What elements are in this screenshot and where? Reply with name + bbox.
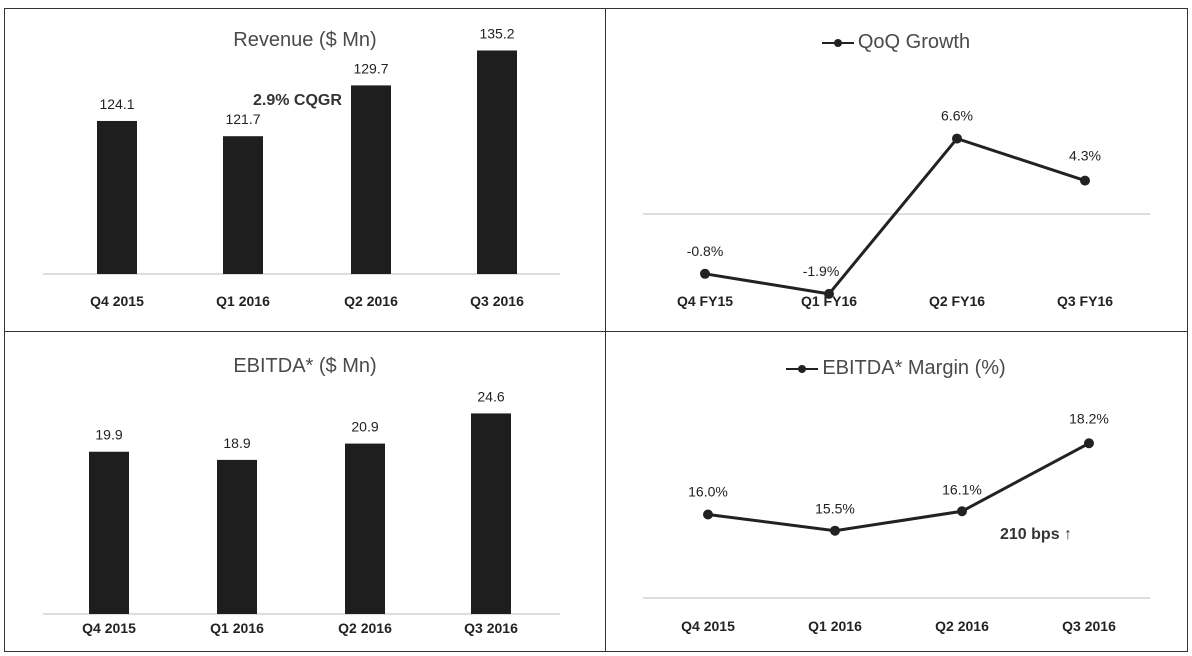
bar	[223, 136, 263, 274]
x-tick-label: Q4 FY15	[677, 293, 733, 309]
revenue-chart-title: Revenue ($ Mn)	[233, 29, 377, 51]
bar	[477, 50, 517, 275]
legend-line-marker-icon	[786, 364, 819, 373]
x-tick-label: Q3 2016	[470, 293, 524, 309]
x-tick-label: Q1 2016	[210, 620, 264, 636]
qoq-growth-legend: QoQ Growth	[605, 31, 1187, 54]
data-point	[1080, 175, 1090, 186]
x-tick-label: Q2 2016	[344, 293, 398, 309]
data-label: 18.9	[223, 435, 250, 451]
series-line	[704, 136, 1086, 296]
data-label: 4.3%	[1069, 148, 1101, 164]
data-label: 24.6	[477, 388, 504, 404]
x-tick-label: Q2 2016	[935, 618, 989, 634]
ebitda-margin-chart-panel: EBITDA* Margin (%) 210 bps ↑ 16.0% Q4 201…	[605, 331, 1188, 652]
data-label: 6.6%	[941, 108, 973, 124]
revenue-cqgr-annotation: 2.9% CQGR	[253, 92, 342, 109]
qoq-growth-line-chart: -0.8% Q4 FY15 -1.9% Q1 FY16 6.6% Q2 FY16 4.3% Q…	[643, 108, 1150, 309]
ebitda-margin-legend: EBITDA* Margin (%)	[605, 357, 1187, 380]
revenue-chart-panel: Revenue ($ Mn) 2.9% CQGR 124.1 Q4 2015 121…	[4, 8, 606, 332]
data-label: 124.1	[99, 96, 134, 112]
qoq-growth-chart-panel: QoQ Growth -0.8% Q4 FY15 -1.9% Q1 FY16 6.6% Q…	[605, 8, 1188, 332]
data-label: 15.5%	[815, 501, 855, 517]
data-label: 16.1%	[942, 481, 982, 497]
data-label: 16.0%	[688, 484, 728, 500]
x-tick-label: Q4 2015	[90, 293, 144, 309]
data-point	[700, 268, 710, 279]
data-point	[830, 525, 840, 536]
data-label: -1.9%	[803, 263, 840, 279]
margin-bps-annotation: 210 bps ↑	[1000, 526, 1073, 543]
x-tick-label: Q1 2016	[808, 618, 862, 634]
bar	[97, 120, 137, 274]
data-label: 135.2	[479, 25, 514, 41]
bar	[345, 443, 385, 614]
x-tick-label: Q3 2016	[1062, 618, 1116, 634]
revenue-bar-chart: 124.1 Q4 2015 121.7 Q1 2016 129.7 Q2 2016 135.…	[43, 25, 560, 309]
x-tick-label: Q1 FY16	[801, 293, 857, 309]
data-point	[703, 509, 713, 520]
ebitda-chart-title: EBITDA* ($ Mn)	[233, 355, 377, 377]
bar	[351, 85, 391, 274]
series-line	[707, 441, 1090, 533]
x-tick-label: Q4 2015	[681, 618, 735, 634]
data-label: 19.9	[95, 427, 122, 443]
data-label: 121.7	[225, 111, 260, 127]
ebitda-chart-panel: EBITDA* ($ Mn) 19.9 Q4 2015 18.9 Q1 2016 20.…	[4, 331, 606, 652]
x-tick-label: Q2 2016	[338, 620, 392, 636]
ebitda-margin-legend-label: EBITDA* Margin (%)	[822, 357, 1006, 379]
bar	[217, 459, 257, 614]
data-label: 129.7	[353, 60, 388, 76]
qoq-growth-legend-label: QoQ Growth	[857, 31, 971, 53]
data-label: 18.2%	[1069, 410, 1109, 426]
data-point	[957, 506, 967, 517]
data-point	[824, 288, 834, 299]
ebitda-margin-line-chart: 16.0% Q4 2015 15.5% Q1 2016 16.1% Q2 2016 18.2…	[643, 410, 1150, 634]
x-tick-label: Q3 2016	[464, 620, 518, 636]
data-label: -0.8%	[687, 243, 724, 259]
x-tick-label: Q1 2016	[216, 293, 270, 309]
data-point	[952, 133, 962, 144]
data-label: 20.9	[351, 419, 378, 435]
x-tick-label: Q4 2015	[82, 620, 136, 636]
ebitda-bar-chart: 19.9 Q4 2015 18.9 Q1 2016 20.9 Q2 2016 24.6 Q3 …	[43, 388, 560, 636]
x-tick-label: Q2 FY16	[929, 293, 985, 309]
x-tick-label: Q3 FY16	[1057, 293, 1113, 309]
bar	[89, 451, 129, 614]
legend-line-marker-icon	[821, 38, 854, 47]
bar	[471, 413, 511, 614]
data-point	[1084, 438, 1094, 449]
